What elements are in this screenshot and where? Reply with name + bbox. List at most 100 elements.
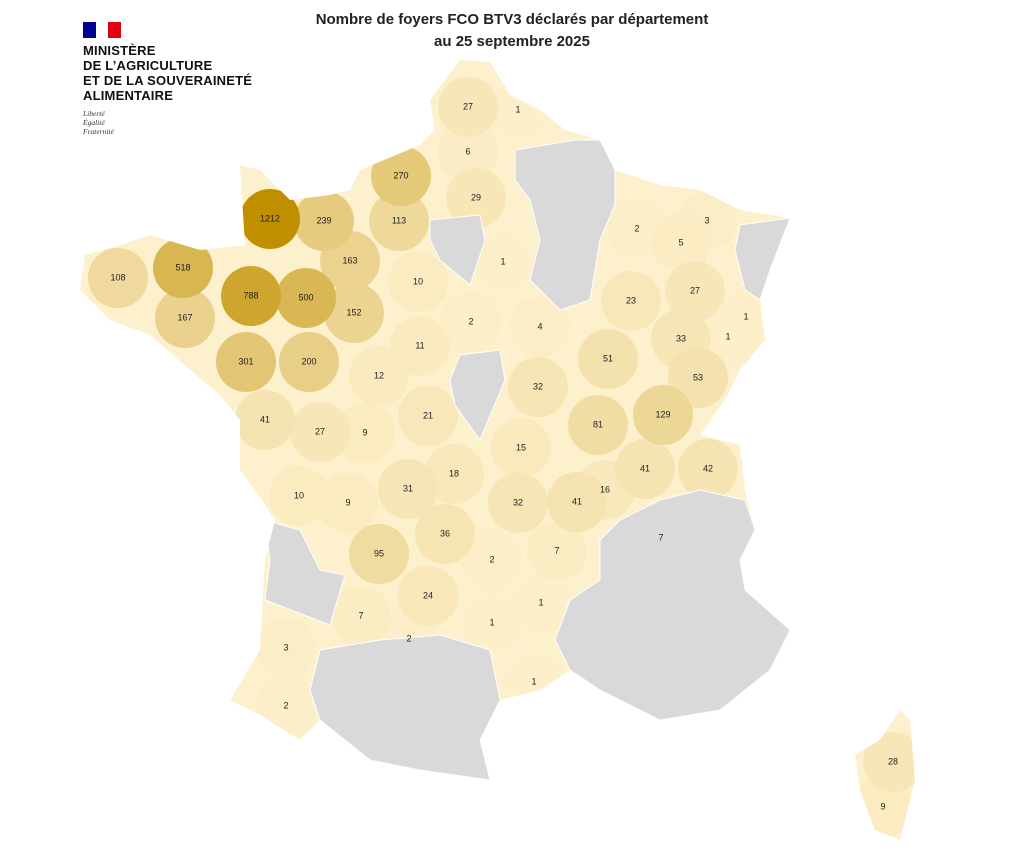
title: Nombre de foyers FCO BTV3 déclarés par d… <box>0 9 1024 53</box>
department-value: 36 <box>440 528 450 538</box>
department-cell <box>446 168 506 228</box>
department-value: 6 <box>465 146 470 156</box>
department-cell <box>369 191 429 251</box>
department-value: 23 <box>626 295 636 305</box>
department-value: 24 <box>423 590 433 600</box>
department-cell <box>294 191 354 251</box>
department-value: 788 <box>243 290 258 300</box>
department-value: 7 <box>554 545 559 555</box>
department-value: 1 <box>743 311 748 321</box>
department-cell <box>324 283 384 343</box>
ministry-line: ALIMENTAIRE <box>83 88 174 103</box>
motto: Liberté Égalité Fraternité <box>83 109 252 136</box>
department-cell <box>678 439 738 499</box>
department-cell <box>235 390 295 450</box>
department-cell <box>863 732 915 792</box>
department-value: 10 <box>294 490 304 500</box>
department-cell <box>527 521 587 581</box>
department-cell <box>349 346 409 406</box>
department-cell <box>221 266 281 326</box>
department-value: 41 <box>260 414 270 424</box>
department-value: 500 <box>298 292 313 302</box>
department-cell <box>378 459 438 519</box>
department-value: 51 <box>603 353 613 363</box>
ministry: MINISTÈRE DE L’AGRICULTURE ET DE LA SOUV… <box>83 43 252 103</box>
department-value: 10 <box>413 276 423 286</box>
department-value: 7 <box>358 610 363 620</box>
no-data-areas <box>264 139 791 781</box>
department-value: 32 <box>513 497 523 507</box>
department-value: 1 <box>500 256 505 266</box>
department-value: 270 <box>393 170 408 180</box>
motto-line: Liberté <box>83 109 105 118</box>
department-value: 81 <box>593 419 603 429</box>
department-value: 42 <box>703 463 713 473</box>
department-value: 3 <box>283 642 288 652</box>
department-value: 41 <box>640 463 650 473</box>
department-value: 1 <box>489 617 494 627</box>
department-value: 239 <box>316 215 331 225</box>
department-cell <box>88 248 148 308</box>
department-value: 301 <box>238 356 253 366</box>
department-cell <box>415 504 475 564</box>
department-cell <box>331 586 391 646</box>
department-cell <box>155 288 215 348</box>
department-value: 21 <box>423 410 433 420</box>
department-value: 9 <box>362 427 367 437</box>
department-cell <box>568 395 628 455</box>
department-cell <box>398 386 458 446</box>
department-cell <box>441 292 501 352</box>
ministry-line: ET DE LA SOUVERAINETÉ <box>83 73 253 88</box>
department-cell <box>462 593 522 653</box>
department-cell <box>371 146 431 206</box>
department-cells <box>88 77 915 837</box>
department-value: 12 <box>374 370 384 380</box>
department-value: 53 <box>693 372 703 382</box>
department-value: 1 <box>515 104 520 114</box>
department-value: 2 <box>634 223 639 233</box>
no-data <box>554 489 791 721</box>
department-value: 1 <box>725 331 730 341</box>
department-value: 15 <box>516 442 526 452</box>
department-cell <box>665 261 725 321</box>
department-cell <box>578 329 638 389</box>
ministry-line: MINISTÈRE <box>83 43 156 58</box>
department-value: 9 <box>880 801 885 811</box>
no-data <box>734 217 791 301</box>
department-value: 27 <box>315 426 325 436</box>
logo: MINISTÈRE DE L’AGRICULTURE ET DE LA SOUV… <box>83 22 252 136</box>
department-cell <box>438 122 498 182</box>
title-line: Nombre de foyers FCO BTV3 déclarés par d… <box>315 11 709 28</box>
department-cell <box>698 307 758 367</box>
department-cell <box>318 473 378 533</box>
department-value: 16 <box>600 484 610 494</box>
department-cell <box>335 403 395 463</box>
no-data <box>309 634 501 781</box>
department-value: 2 <box>489 554 494 564</box>
department-value: 9 <box>345 497 350 507</box>
department-value: 28 <box>888 756 898 766</box>
department-cell <box>256 676 316 736</box>
department-cell <box>240 189 300 249</box>
department-cell <box>424 444 484 504</box>
department-value: 7 <box>658 532 663 542</box>
department-value: 95 <box>374 548 384 558</box>
department-value: 1 <box>538 597 543 607</box>
department-cell <box>279 332 339 392</box>
department-cell <box>651 213 711 273</box>
title-line: au 25 septembre 2025 <box>434 33 590 50</box>
department-value: 1212 <box>260 213 280 223</box>
department-cell <box>153 238 213 298</box>
department-cell <box>349 524 409 584</box>
department-value: 108 <box>110 272 125 282</box>
department-cell <box>462 530 522 590</box>
department-value: 41 <box>572 496 582 506</box>
department-value: 163 <box>342 255 357 265</box>
department-value: 11 <box>415 340 424 350</box>
no-data <box>449 349 506 442</box>
department-cell <box>388 252 448 312</box>
